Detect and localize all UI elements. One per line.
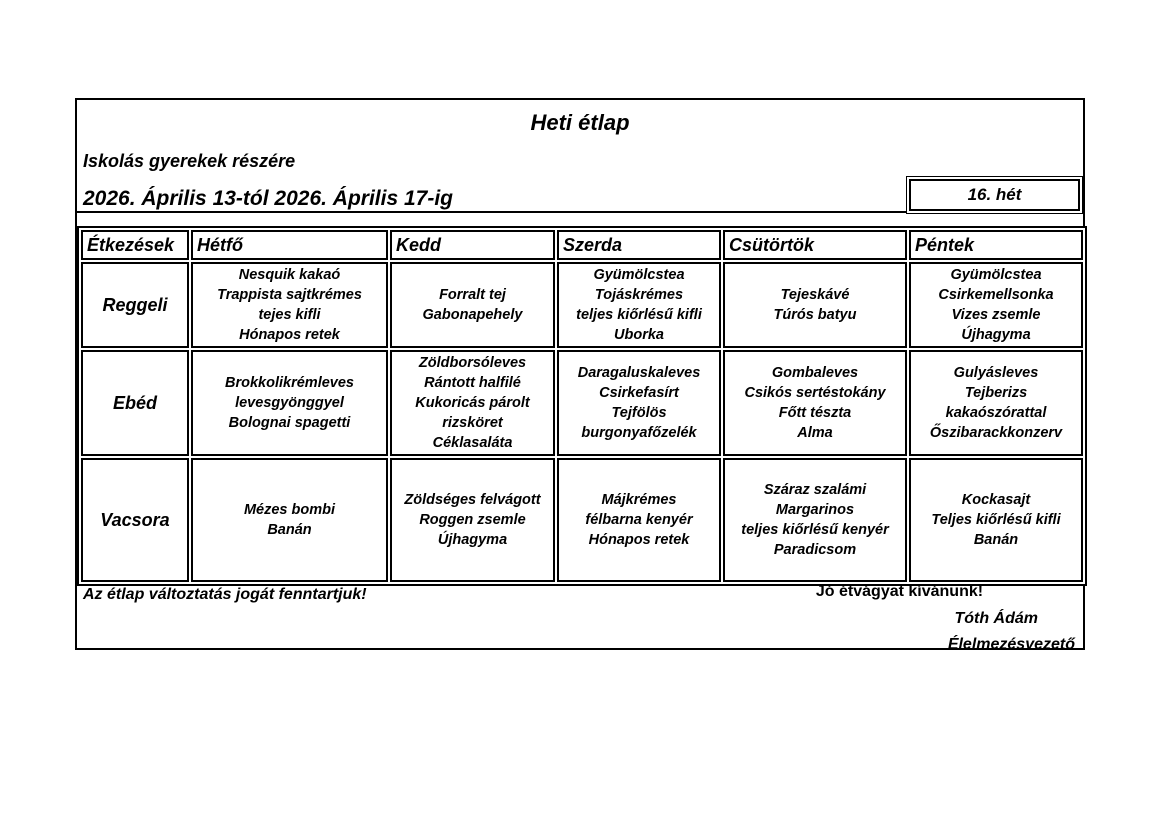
- menu-frame: Heti étlap Iskolás gyerekek részére 2026…: [75, 98, 1087, 653]
- footer-wish: Jó étvágyat kívánunk!: [815, 583, 984, 600]
- column-header-meals: Étkezések: [81, 230, 189, 260]
- page-title: Heti étlap: [530, 110, 630, 135]
- cell-breakfast-friday: Gyümölcstea Csirkemellsonka Vizes zsemle Új…: [909, 262, 1083, 348]
- footer-disclaimer: Az étlap változtatás jogát fenntartjuk!: [83, 586, 367, 603]
- cell-lunch-thursday: Gombaleves Csikós sertéstokány Főtt tészta…: [723, 350, 907, 456]
- table-row-dinner: Vacsora Mézes bombi Banán Zöldséges felvá…: [81, 458, 1083, 582]
- cell-lunch-tuesday: Zöldborsóleves Rántott halfilé Kukoricás p…: [390, 350, 555, 456]
- cell-lunch-wednesday: Daragaluskaleves Csirkefasírt Tejfölös burg…: [557, 350, 721, 456]
- cell-breakfast-wednesday: Gyümölcstea Tojáskrémes teljes kiőrlésű ki…: [557, 262, 721, 348]
- audience-subtitle: Iskolás gyerekek részére: [83, 151, 296, 171]
- row-label-breakfast: Reggeli: [81, 262, 189, 348]
- cell-dinner-wednesday: Májkrémes félbarna kenyér Hónapos retek: [557, 458, 721, 582]
- footer-signature-role: Élelmezésvezető: [947, 636, 1075, 653]
- column-header-thursday: Csütörtök: [723, 230, 907, 260]
- row-label-lunch: Ebéd: [81, 350, 189, 456]
- cell-dinner-thursday: Száraz szalámi Margarinos teljes kiőrlésű …: [723, 458, 907, 582]
- row-label-dinner: Vacsora: [81, 458, 189, 582]
- cell-breakfast-thursday: Tejeskávé Túrós batyu: [723, 262, 907, 348]
- cell-dinner-monday: Mézes bombi Banán: [191, 458, 388, 582]
- cell-lunch-friday: Gulyásleves Tejberizs kakaószórattal Ősziba…: [909, 350, 1083, 456]
- column-header-tuesday: Kedd: [390, 230, 555, 260]
- week-badge: 16. hét: [906, 176, 1083, 214]
- table-header-row: Étkezések Hétfő Kedd Szerda Csütörtök Pé…: [81, 230, 1083, 260]
- column-header-wednesday: Szerda: [557, 230, 721, 260]
- cell-dinner-tuesday: Zöldséges felvágott Roggen zsemle Újhagyma: [390, 458, 555, 582]
- cell-breakfast-tuesday: Forralt tej Gabonapehely: [390, 262, 555, 348]
- column-header-friday: Péntek: [909, 230, 1083, 260]
- menu-table: Étkezések Hétfő Kedd Szerda Csütörtök Pé…: [77, 226, 1087, 586]
- week-badge-label: 16. hét: [909, 179, 1080, 211]
- cell-dinner-friday: Kockasajt Teljes kiőrlésű kifli Banán: [909, 458, 1083, 582]
- footer-signature-name: Tóth Ádám: [954, 610, 1038, 627]
- column-header-monday: Hétfő: [191, 230, 388, 260]
- table-row-breakfast: Reggeli Nesquik kakaó Trappista sajtkréme…: [81, 262, 1083, 348]
- header-divider: [77, 211, 1083, 213]
- date-range: 2026. Április 13-tól 2026. Április 17-ig: [83, 187, 453, 210]
- cell-breakfast-monday: Nesquik kakaó Trappista sajtkrémes tejes k…: [191, 262, 388, 348]
- table-row-lunch: Ebéd Brokkolikrémleves levesgyönggyel Bolo…: [81, 350, 1083, 456]
- cell-lunch-monday: Brokkolikrémleves levesgyönggyel Bolognai …: [191, 350, 388, 456]
